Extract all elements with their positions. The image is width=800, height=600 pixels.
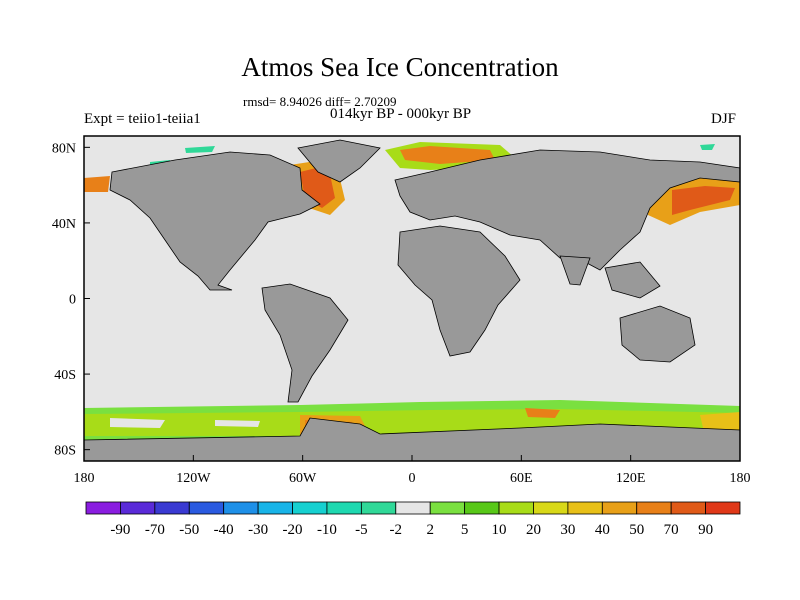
colorbar-swatch <box>360 501 397 515</box>
africa <box>397 225 521 357</box>
australia <box>619 305 696 363</box>
colorbar: -90 -70 -50 -40 -30 -20 -10 -5 -2 2 5 10 20 30 40 50 70 9… <box>85 501 741 538</box>
colorbar-swatch <box>257 501 293 515</box>
colorbar-swatch <box>567 501 603 515</box>
colorbar-label: 10 <box>492 522 507 538</box>
colorbar-label: 50 <box>629 522 644 538</box>
colorbar-swatch <box>636 501 672 515</box>
x-tick-label: 180 <box>730 471 751 486</box>
colorbar-label: 2 <box>426 522 434 538</box>
eurasia <box>394 149 741 271</box>
x-tick-label: 60W <box>289 471 317 486</box>
colorbar-label: 40 <box>595 522 610 538</box>
x-tick-label: 180 <box>74 471 95 486</box>
stats-line: rmsd= 8.94026 diff= 2.70209 <box>243 94 397 109</box>
greenland <box>297 139 381 183</box>
colorbar-label: -50 <box>179 522 199 538</box>
colorbar-swatch <box>429 501 466 515</box>
y-tick-label: 40N <box>52 217 76 232</box>
colorbar-swatch <box>120 501 156 515</box>
southeast-asia <box>604 261 661 299</box>
x-tick-label: 0 <box>409 471 416 486</box>
colorbar-swatch <box>154 501 190 515</box>
colorbar-swatch <box>705 501 741 515</box>
colorbar-swatch <box>464 501 500 515</box>
colorbar-swatch <box>188 501 225 515</box>
colorbar-swatch <box>85 501 121 515</box>
colorbar-label: 30 <box>560 522 575 538</box>
north-america <box>109 151 321 291</box>
colorbar-label: -30 <box>248 522 268 538</box>
plot-subtitle: 014kyr BP - 000kyr BP <box>330 106 472 122</box>
experiment-label: Expt = teiio1-teiia1 <box>84 111 201 127</box>
y-tick-label: 80N <box>52 141 76 156</box>
colorbar-swatch <box>223 501 259 515</box>
y-tick-label: 0 <box>69 293 76 308</box>
colorbar-label: 90 <box>698 522 713 538</box>
india <box>559 255 591 286</box>
colorbar-label: -2 <box>390 522 403 538</box>
colorbar-label: -5 <box>355 522 368 538</box>
colorbar-swatch <box>326 501 362 515</box>
x-tick-label: 60E <box>510 471 533 486</box>
colorbar-label: -20 <box>283 522 303 538</box>
colorbar-label: -90 <box>110 522 130 538</box>
colorbar-swatch <box>292 501 328 515</box>
plot-title: Atmos Sea Ice Concentration <box>241 52 559 82</box>
colorbar-label: 20 <box>526 522 541 538</box>
colorbar-label: -10 <box>317 522 337 538</box>
colorbar-label: 70 <box>664 522 679 538</box>
land-masses <box>83 139 741 462</box>
season-label: DJF <box>711 111 737 127</box>
colorbar-swatch <box>395 501 431 515</box>
x-tick-label: 120W <box>176 471 211 486</box>
colorbar-swatch <box>670 501 706 515</box>
colorbar-swatch <box>601 501 638 515</box>
x-tick-label: 120E <box>616 471 646 486</box>
colorbar-swatch <box>498 501 534 515</box>
map-axes: 180 120W 60W 0 60E 120E 180 80N 40N 0 40S 80S <box>52 141 751 486</box>
colorbar-label: 5 <box>461 522 469 538</box>
y-tick-label: 80S <box>54 444 76 459</box>
colorbar-swatch <box>533 501 569 515</box>
y-tick-label: 40S <box>54 368 76 383</box>
colorbar-label: -70 <box>145 522 165 538</box>
south-america <box>261 283 349 403</box>
colorbar-label: -40 <box>214 522 234 538</box>
